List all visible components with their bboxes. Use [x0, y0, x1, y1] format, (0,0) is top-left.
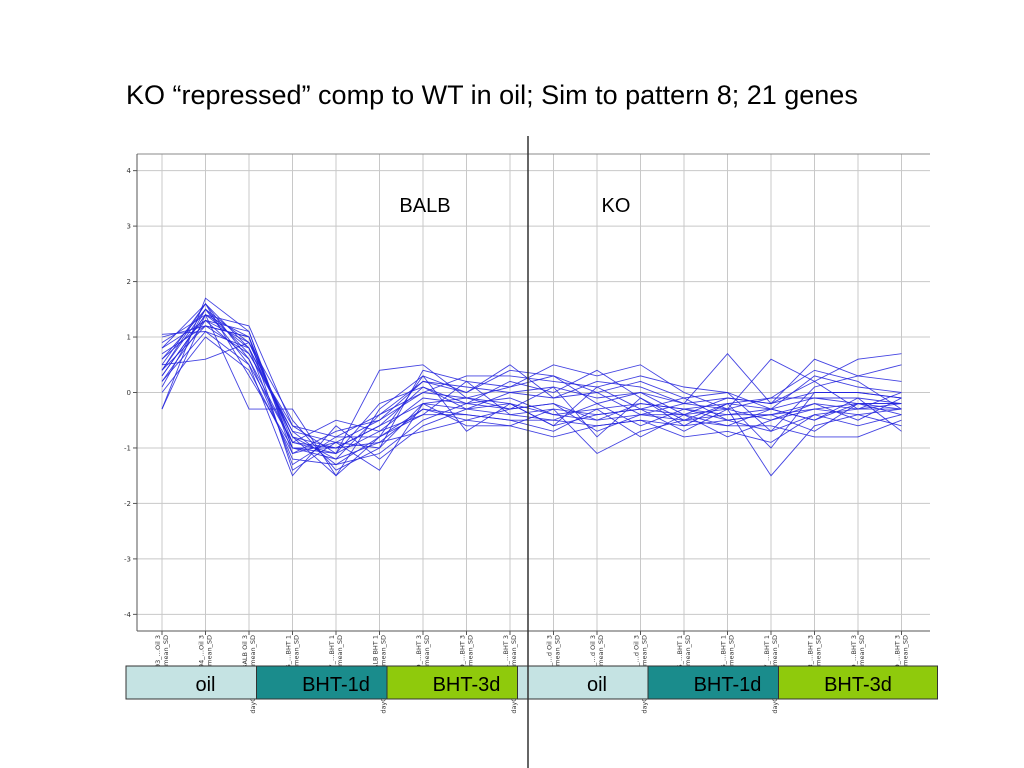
x-tick-label: 5301_…BHT 3 [502, 635, 510, 681]
series-line [161, 325, 902, 471]
x-tick-label: 5302_…d Oil 3 [546, 635, 554, 682]
x-tick-label: 5307_…BHT 1 [763, 635, 771, 681]
region-label-balb: BALB [399, 195, 450, 217]
series-line [161, 313, 902, 477]
series-line [161, 303, 902, 454]
series-line [161, 342, 902, 460]
condition-label: BHT-1d [694, 674, 762, 696]
condition-label: oil [587, 674, 607, 696]
region-label-ko: KO [602, 195, 631, 217]
x-tick-label: 5305_…BHT 1 [676, 635, 684, 681]
x-tick-label: 5296_…BHT 1 [285, 635, 293, 681]
x-tick-label: 5293_…Oil 3 [154, 635, 162, 676]
slide-title: KO “repressed” comp to WT in oil; Sim to… [126, 80, 858, 110]
series-line [161, 303, 902, 443]
y-tick-label: 3 [127, 223, 131, 231]
condition-label: oil [195, 674, 215, 696]
series-line [161, 314, 902, 466]
x-tick-label: 5303_…d Oil 3 [589, 635, 597, 682]
x-tick-label: 5300_…BHT 3 [459, 635, 467, 681]
condition-box [778, 665, 938, 700]
x-tick-label: 5297_…BHT 1 [328, 635, 336, 681]
x-tick-label: 5299_…BHT 3 [415, 635, 423, 681]
y-tick-label: 0 [127, 389, 131, 397]
condition-label: BHT-3d [824, 674, 892, 696]
x-tick-label: 5295_BALB Oil 3 [241, 635, 249, 689]
x-tick-label: 5308_…BHT 3 [807, 635, 815, 681]
series-line [161, 330, 902, 449]
y-tick-label: -3 [124, 555, 131, 563]
condition-label: BHT-1d [302, 674, 370, 696]
x-tick-label: 5309_…BHT 3 [850, 635, 858, 681]
x-tick-label: 5306_…BHT 1 [720, 635, 728, 681]
y-tick-label: 4 [127, 167, 132, 175]
y-tick-label: 2 [127, 278, 131, 286]
y-tick-label: -4 [124, 611, 132, 619]
y-tick-label: 1 [127, 334, 131, 342]
x-tick-label: 5294_…Oil 3 [198, 635, 206, 676]
x-tick-label: 5298_BALB BHT 1 [372, 635, 380, 693]
x-tick-label: 5310_…BHT 3 [894, 635, 902, 681]
series-line [161, 308, 902, 466]
series-line [161, 319, 902, 455]
condition-label: BHT-3d [433, 674, 501, 696]
y-tick-label: -2 [124, 500, 131, 508]
series-line [161, 319, 902, 466]
y-tick-label: -1 [124, 444, 131, 452]
x-tick-label: 5304_…d Oil 3 [633, 635, 641, 682]
series-line [161, 325, 902, 438]
